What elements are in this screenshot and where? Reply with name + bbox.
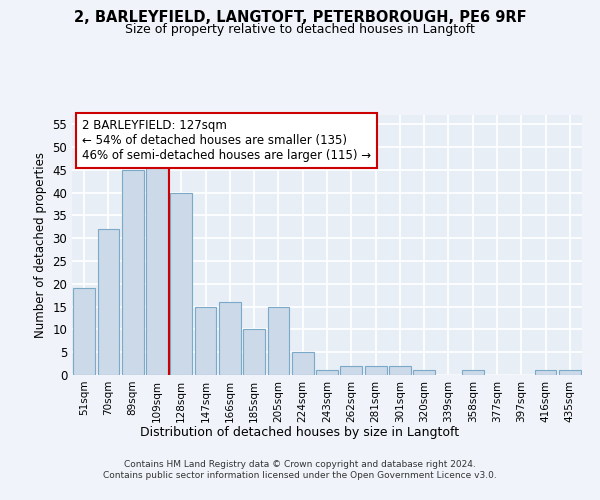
Text: Size of property relative to detached houses in Langtoft: Size of property relative to detached ho… <box>125 22 475 36</box>
Bar <box>389 366 411 375</box>
Bar <box>219 302 241 375</box>
Bar <box>365 366 386 375</box>
Bar <box>535 370 556 375</box>
Bar <box>73 288 95 375</box>
Text: 2, BARLEYFIELD, LANGTOFT, PETERBOROUGH, PE6 9RF: 2, BARLEYFIELD, LANGTOFT, PETERBOROUGH, … <box>74 10 526 25</box>
Text: Contains HM Land Registry data © Crown copyright and database right 2024.
Contai: Contains HM Land Registry data © Crown c… <box>103 460 497 479</box>
Y-axis label: Number of detached properties: Number of detached properties <box>34 152 47 338</box>
Bar <box>340 366 362 375</box>
Bar <box>268 306 289 375</box>
Text: 2 BARLEYFIELD: 127sqm
← 54% of detached houses are smaller (135)
46% of semi-det: 2 BARLEYFIELD: 127sqm ← 54% of detached … <box>82 119 371 162</box>
Bar <box>559 370 581 375</box>
Bar <box>462 370 484 375</box>
Bar <box>316 370 338 375</box>
Bar <box>292 352 314 375</box>
Bar <box>146 165 168 375</box>
Bar <box>243 330 265 375</box>
Bar <box>122 170 143 375</box>
Bar <box>413 370 435 375</box>
Bar <box>194 306 217 375</box>
Bar <box>170 192 192 375</box>
Text: Distribution of detached houses by size in Langtoft: Distribution of detached houses by size … <box>140 426 460 439</box>
Bar <box>97 229 119 375</box>
